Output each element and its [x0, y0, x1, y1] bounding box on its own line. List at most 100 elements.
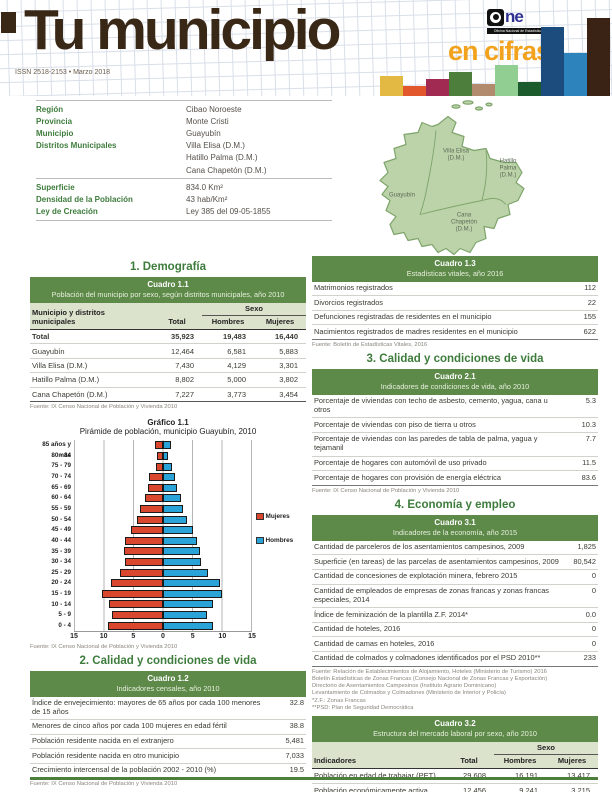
table-cell: 3,301 — [279, 360, 298, 370]
table-row: Distritos Municipales Villa Elisa (D.M.) — [36, 140, 332, 152]
bar-hombres — [162, 452, 169, 460]
table-cell: Provincia — [36, 116, 73, 126]
bar-mujeres — [110, 579, 163, 588]
municipality-profile: Región Cibao Noroeste Provincia Monte Crist… — [36, 100, 332, 221]
bottom-divider — [30, 777, 598, 780]
table-cell: 16,440 — [275, 332, 298, 342]
age-group-label: 15 - 19 — [51, 590, 71, 598]
decor-bar — [587, 18, 610, 96]
age-group-label: 10 - 14 — [51, 600, 71, 608]
pyramid-row — [74, 557, 251, 568]
table-cell: 1,825 — [577, 542, 597, 552]
table-row: Ley de Creación Ley 385 del 09-05-1855 — [36, 206, 332, 218]
pyramid-row — [74, 440, 251, 451]
table-cell: 5.3 — [585, 396, 596, 406]
pyramid-row — [74, 535, 251, 546]
table-cell: 233 — [583, 653, 596, 663]
table-cell: 7.7 — [585, 434, 596, 444]
table-cell: 19,483 — [223, 332, 246, 342]
cuadro-1-2-header: Cuadro 1.2 Indicadores censales, año 201… — [30, 671, 306, 697]
table-cell: 3,773 — [227, 389, 246, 399]
table-row: Cana Chapetón (D.M.) 7,227 3,773 3,454 — [30, 388, 306, 402]
table-cell: Guayubín — [32, 346, 65, 356]
profile-group-identification: Región Cibao Noroeste Provincia Monte Crist… — [36, 100, 332, 178]
cuadro-1-3-rows: Matrimonios registrados 112 Divorcios regi… — [312, 282, 598, 341]
table-cell: Porcentaje de hogares con provisión de e… — [314, 472, 501, 482]
bar-mujeres — [101, 589, 163, 598]
bar-mujeres — [136, 515, 163, 524]
table-cell: 155 — [583, 312, 596, 322]
table-row: Matrimonios registrados 112 — [312, 282, 598, 297]
bar-hombres — [162, 441, 171, 450]
table-cell: Hatillo Palma (D.M.) — [186, 153, 258, 163]
bar-mujeres — [140, 504, 163, 513]
table-row: Porcentaje de hogares con provisión de e… — [312, 471, 598, 486]
table-cell: Divorcios registrados — [314, 297, 384, 307]
table-cell: Porcentaje de viviendas con las paredes … — [314, 434, 538, 453]
table-cell: 3,802 — [279, 375, 298, 385]
table-cell: 32.8 — [289, 697, 304, 707]
right-column: Cuadro 1.3 Estadísticas vitales, año 201… — [312, 256, 598, 792]
pyramid-row — [74, 504, 251, 515]
table-row: Población en edad de trabajar (PET) 29,60… — [312, 769, 598, 784]
x-axis-tick: 0 — [161, 632, 165, 640]
table-row: Guayubín 12,464 6,581 5,883 — [30, 344, 306, 359]
bar-hombres — [162, 515, 187, 524]
map-district-labels: Villa Elisa (D.M.) Hatillo Palma (D.M.) Guayu… — [389, 149, 517, 233]
bar-hombres — [162, 589, 222, 598]
table-row: Porcentaje de hogares con automóvil de u… — [312, 457, 598, 472]
bar-hombres — [162, 610, 208, 619]
table-row: Villa Elisa (D.M.) 7,430 4,129 3,301 — [30, 359, 306, 374]
table-cell: 0 — [591, 624, 596, 634]
bar-mujeres — [148, 473, 163, 482]
grafico-1-1-title: Gráfico 1.1 Pirámide de población, munic… — [79, 418, 257, 437]
table-cell: 6,581 — [227, 346, 246, 356]
table-cell: 0.0 — [585, 609, 596, 619]
pyramid-x-axis: 15 10 5 0 5 10 15 — [70, 632, 256, 642]
cuadro-1-3: Cuadro 1.3 Estadísticas vitales, año 201… — [312, 256, 598, 349]
table-cell: 22 — [587, 297, 596, 307]
table-cell: 16,191 — [515, 771, 538, 781]
table-cell: Cantidad de parceleros de los asentamien… — [314, 542, 525, 552]
bar-mujeres — [120, 568, 163, 577]
table-cell: 5,883 — [279, 346, 298, 356]
x-axis-tick: 10 — [99, 632, 108, 640]
table-cell: Nacimientos registrados de madres reside… — [314, 326, 518, 336]
map-label: Hatillo Palma (D.M.) — [499, 159, 517, 179]
decor-bar — [380, 76, 403, 96]
cuadro-1-1: Cuadro 1.1 Población del municipio por s… — [30, 277, 306, 411]
cuadro-1-3-header: Cuadro 1.3 Estadísticas vitales, año 201… — [312, 256, 598, 282]
table-cell: Cibao Noroeste — [186, 104, 242, 114]
table-cell: 12,464 — [171, 346, 194, 356]
issn-line: ISSN 2518-2153 • Marzo 2018 — [15, 69, 111, 76]
table-cell: Porcentaje de hogares con automóvil de u… — [314, 457, 487, 467]
table-cell: 0 — [591, 638, 596, 648]
table-row: Población residente nacida en el extranj… — [30, 735, 306, 750]
decor-bar — [403, 86, 426, 96]
table-cell: Total — [32, 332, 50, 342]
table-row: Índice de feminización de la plantilla Z… — [312, 608, 598, 623]
table-row: Hatillo Palma (D.M.) — [36, 152, 332, 164]
table-row: Densidad de la Población 43 hab/Km² — [36, 193, 332, 205]
bar-mujeres — [112, 610, 163, 619]
age-group-label: 0 - 4 — [58, 622, 71, 629]
table-cell: Villa Elisa (D.M.) — [186, 141, 245, 151]
cuadro-2-1-header: Cuadro 2.1 Indicadores de condiciones de… — [312, 369, 598, 395]
pyramid-row — [74, 482, 251, 493]
pyramid-row — [74, 514, 251, 525]
one-logo-text: ne — [505, 7, 524, 26]
bar-hombres — [162, 504, 183, 513]
bar-hombres — [162, 483, 178, 492]
table-cell: Ley 385 del 09-05-1855 — [186, 207, 271, 217]
table-cell: 13,417 — [567, 771, 590, 781]
table-cell: Población residente nacida en otro munic… — [32, 750, 180, 760]
table-cell: Distritos Municipales — [36, 141, 117, 151]
table-cell: Región — [36, 104, 64, 114]
table-row: Hatillo Palma (D.M.) 8,802 5,000 3,802 — [30, 373, 306, 388]
table-cell: Población económicamente activa (PEA) — [314, 785, 428, 792]
pyramid-row — [74, 567, 251, 578]
table-cell: 83.6 — [581, 472, 596, 482]
table-cell: Cantidad de hoteles, 2016 — [314, 624, 401, 634]
bar-hombres — [162, 462, 172, 471]
